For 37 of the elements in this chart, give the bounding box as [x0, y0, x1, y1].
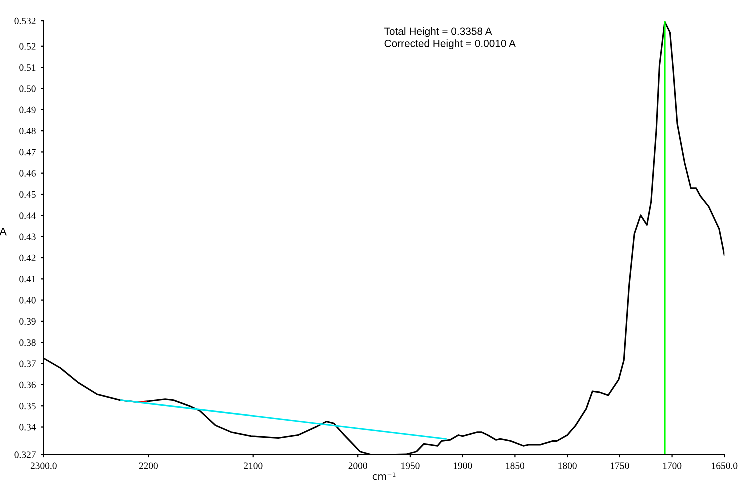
y-tick-label: 0.51: [20, 64, 36, 72]
x-tick-label: 1850: [506, 462, 525, 470]
annotation: Corrected Height = 0.0010 A: [384, 40, 516, 50]
y-tick-label: 0.47: [20, 149, 36, 156]
x-tick-label: 2300.0: [30, 462, 57, 470]
y-tick-label: 0.45: [20, 191, 36, 198]
y-tick-label: 0.43: [20, 234, 36, 240]
x-tick-label: 1800: [558, 462, 577, 470]
y-tick-label: 0.41: [20, 276, 36, 283]
x-tick-label: 2000: [348, 462, 368, 470]
x-tick-label: 2100: [244, 462, 263, 470]
x-tick-label: 1750: [611, 462, 630, 470]
x-axis-title: cm⁻¹: [372, 472, 396, 480]
y-tick-label: 0.49: [20, 106, 36, 114]
x-tick-label: 1900: [454, 462, 472, 470]
x-tick-label: 2200: [139, 462, 158, 470]
y-tick-label: 0.36: [20, 382, 36, 388]
y-tick-label: 0.532: [14, 18, 36, 25]
annotation: Total Height = 0.3358 A: [384, 28, 492, 38]
y-axis-title: A: [0, 228, 7, 236]
y-tick-label: 0.39: [20, 318, 36, 325]
x-tick-label: 1950: [402, 462, 420, 470]
y-tick-label: 0.46: [20, 170, 36, 177]
y-tick-label: 0.50: [20, 86, 36, 92]
y-tick-label: 0.44: [20, 212, 36, 220]
y-tick-label: 0.34: [20, 424, 36, 431]
y-tick-label: 0.42: [20, 254, 36, 262]
y-tick-label: 0.38: [20, 340, 36, 346]
y-tick-label: 0.37: [20, 360, 36, 368]
x-tick-label: 1650.0: [712, 462, 738, 470]
x-tick-label: 1700: [663, 462, 682, 470]
y-tick-label: 0.327: [14, 452, 36, 458]
y-tick-label: 0.52: [20, 43, 36, 50]
line-series: [44, 21, 725, 455]
y-tick-label: 0.48: [20, 128, 36, 135]
y-tick-label: 0.40: [20, 297, 36, 304]
y-tick-label: 0.35: [20, 403, 36, 410]
